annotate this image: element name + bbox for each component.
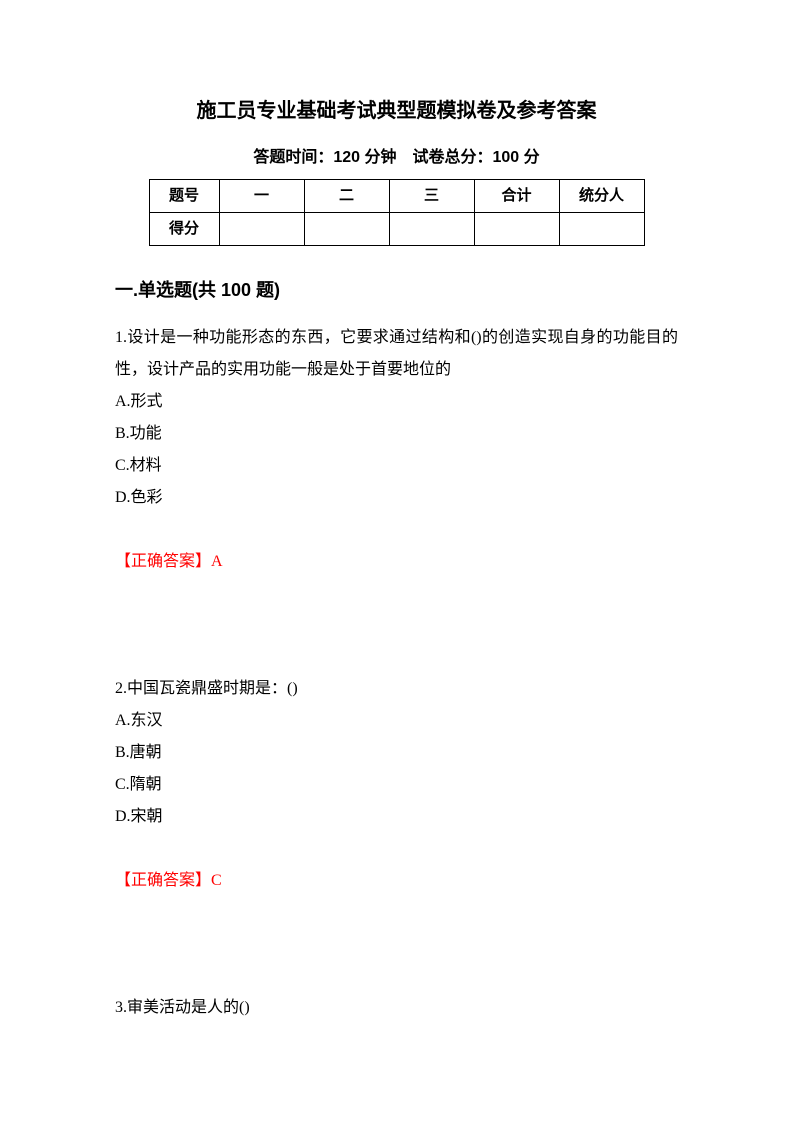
question-stem: 3.审美活动是人的() [115,992,678,1024]
col-header: 合计 [474,179,559,212]
option-a: A.东汉 [115,705,678,737]
exam-subtitle: 答题时间：120 分钟 试卷总分：100 分 [115,145,678,171]
section-heading: 一.单选题(共 100 题) [115,276,678,305]
option-b: B.唐朝 [115,737,678,769]
question-block: 1.设计是一种功能形态的东西，它要求通过结构和()的创造实现自身的功能目的性，设… [115,322,678,578]
table-score-row: 得分 [149,212,644,245]
col-header: 二 [304,179,389,212]
score-cell [304,212,389,245]
option-a: A.形式 [115,386,678,418]
option-c: C.隋朝 [115,769,678,801]
option-d: D.宋朝 [115,801,678,833]
col-header: 统分人 [559,179,644,212]
col-header: 一 [219,179,304,212]
question-block: 2.中国瓦瓷鼎盛时期是：() A.东汉 B.唐朝 C.隋朝 D.宋朝 【正确答案… [115,673,678,897]
col-header: 三 [389,179,474,212]
score-cell [389,212,474,245]
option-d: D.色彩 [115,482,678,514]
correct-answer: 【正确答案】A [115,546,678,578]
col-header: 题号 [149,179,219,212]
question-block: 3.审美活动是人的() [115,992,678,1024]
score-table: 题号 一 二 三 合计 统分人 得分 [149,179,645,246]
option-b: B.功能 [115,418,678,450]
row-label: 得分 [149,212,219,245]
score-cell [219,212,304,245]
score-cell [474,212,559,245]
option-c: C.材料 [115,450,678,482]
question-stem: 2.中国瓦瓷鼎盛时期是：() [115,673,678,705]
correct-answer: 【正确答案】C [115,865,678,897]
question-stem: 1.设计是一种功能形态的东西，它要求通过结构和()的创造实现自身的功能目的性，设… [115,322,678,386]
table-header-row: 题号 一 二 三 合计 统分人 [149,179,644,212]
score-cell [559,212,644,245]
exam-title: 施工员专业基础考试典型题模拟卷及参考答案 [115,95,678,127]
